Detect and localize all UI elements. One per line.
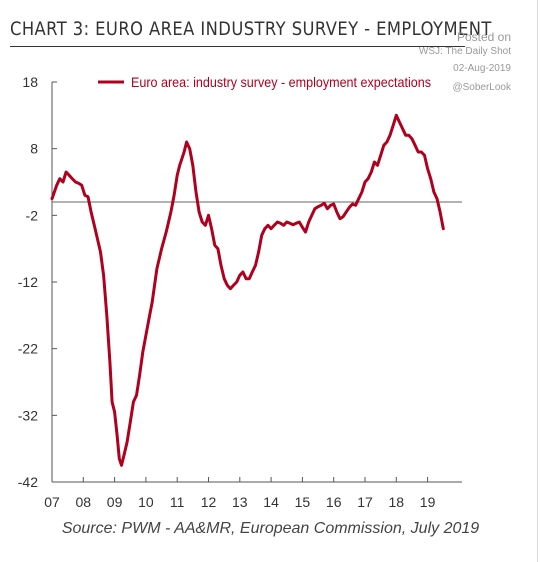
legend-label: Euro area: industry survey - employment … [131, 74, 431, 90]
x-tick-label: 14 [263, 494, 279, 510]
x-tick-label: 09 [107, 494, 123, 510]
y-tick-label: 8 [30, 141, 38, 157]
watermark-handle: @SoberLook [452, 82, 511, 93]
y-tick-label: -12 [18, 274, 38, 290]
y-tick-label: -42 [18, 474, 38, 490]
frame-edge [537, 0, 538, 562]
x-tick-label: 12 [201, 494, 217, 510]
source-note: Source: PWM - AA&MR, European Commission… [61, 520, 480, 537]
chart-title-bar: CHART 3: EURO AREA INDUSTRY SURVEY - EMP… [10, 16, 491, 47]
x-tick-label: 10 [138, 494, 154, 510]
legend: Euro area: industry survey - employment … [98, 74, 431, 90]
x-tick-label: 08 [76, 494, 92, 510]
x-tick-label: 19 [420, 494, 436, 510]
y-tick-label: -2 [26, 207, 39, 223]
x-tick-label: 07 [44, 494, 60, 510]
x-axis: 07 08 09 10 11 12 13 14 15 16 17 18 19 [44, 477, 462, 510]
chart-title: CHART 3: EURO AREA INDUSTRY SURVEY - EMP… [10, 18, 492, 40]
watermark-source: WSJ: The Daily Shot [418, 46, 511, 57]
x-tick-label: 16 [326, 494, 342, 510]
series-line [50, 113, 445, 467]
y-axis: 18 8 -2 -12 -22 -32 -42 [18, 74, 57, 490]
x-tick-label: 11 [170, 494, 185, 510]
x-tick-label: 13 [232, 494, 248, 510]
watermark-date: 02-Aug-2019 [453, 63, 511, 74]
x-tick-label: 17 [357, 494, 373, 510]
x-tick-label: 15 [295, 494, 311, 510]
y-tick-label: -22 [18, 341, 38, 357]
y-tick-label: -32 [18, 407, 38, 423]
y-tick-label: 18 [22, 74, 38, 90]
watermark-posted-on: Posted on [456, 30, 511, 44]
series-group [50, 113, 445, 467]
x-tick-label: 18 [389, 494, 405, 510]
